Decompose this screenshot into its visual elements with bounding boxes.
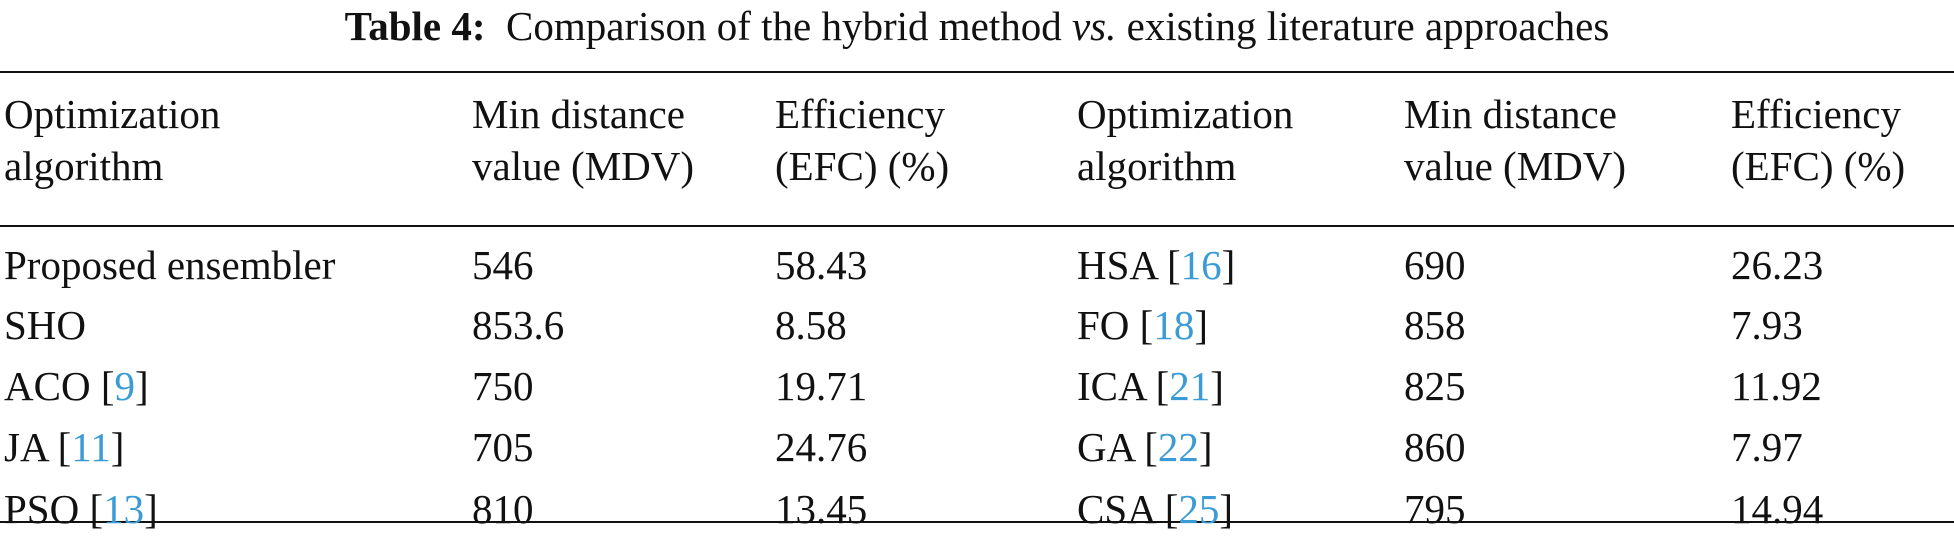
header-rule <box>0 225 1954 227</box>
bottom-rule <box>0 521 1954 523</box>
reference-link[interactable]: 16 <box>1180 242 1222 288</box>
header-min-distance-right: Min distance value (MDV) <box>1404 73 1731 225</box>
mdv-cell: 750 <box>472 363 534 410</box>
header-line: (EFC) (%) <box>775 143 950 189</box>
mdv-cell: 860 <box>1404 424 1466 471</box>
header-line: Min distance <box>1404 91 1617 137</box>
algorithm-name-cell: Proposed ensembler <box>0 225 472 295</box>
table-row: ACO [9] 750 19.71 ICA [21] 825 11.92 <box>0 356 1954 417</box>
reference-link[interactable]: 21 <box>1169 363 1211 410</box>
algorithm-name: FO <box>1077 302 1130 348</box>
algorithm-name: Proposed ensembler <box>4 242 336 288</box>
table-header: Optimization algorithm Min distance valu… <box>0 73 1954 225</box>
mdv-cell: 825 <box>1404 363 1466 410</box>
algorithm-name: SHO <box>4 302 87 348</box>
algorithm-name-cell: HSA [16] <box>1077 242 1236 288</box>
table-row: Proposed ensembler 546 58.43 HSA [16] 69… <box>0 225 1954 295</box>
header-optimization-algorithm-left: Optimization algorithm <box>0 73 472 225</box>
header-optimization-algorithm-right: Optimization algorithm <box>1077 73 1404 225</box>
algorithm-name: CSA <box>1077 485 1155 532</box>
mdv-cell: 546 <box>472 242 534 288</box>
header-row: Optimization algorithm Min distance valu… <box>0 73 1954 225</box>
algorithm-name-cell: SHO <box>0 295 472 356</box>
table-caption: Table 4: Comparison of the hybrid method… <box>0 2 1954 50</box>
algorithm-name: HSA <box>1077 242 1157 288</box>
mdv-cell: 853.6 <box>472 302 565 348</box>
efc-cell: 11.92 <box>1731 363 1822 410</box>
reference-link[interactable]: 11 <box>71 424 111 471</box>
header-efficiency-left: Efficiency (EFC) (%) <box>775 73 1077 225</box>
header-line: Efficiency <box>1731 91 1901 137</box>
efc-cell: 58.43 <box>775 242 868 288</box>
mdv-cell: 858 <box>1404 302 1466 348</box>
algorithm-name: GA <box>1077 424 1134 471</box>
header-line: Optimization <box>1077 91 1294 137</box>
mdv-cell: 705 <box>472 424 534 471</box>
header-line: value (MDV) <box>472 143 695 189</box>
algorithm-name: ICA <box>1077 363 1146 410</box>
efc-cell: 8.58 <box>775 302 847 348</box>
algorithm-name-cell: FO [18] <box>1077 302 1208 348</box>
table-body: Proposed ensembler 546 58.43 HSA [16] 69… <box>0 225 1954 540</box>
reference-link[interactable]: 18 <box>1153 302 1195 348</box>
algorithm-name-cell: ACO [9] <box>4 363 149 410</box>
caption-label: Table 4: <box>344 3 486 49</box>
efc-cell: 7.93 <box>1731 302 1803 348</box>
table-row: SHO 853.6 8.58 FO [18] 858 7.93 <box>0 295 1954 356</box>
algorithm-name-cell: PSO [13] <box>4 485 158 532</box>
efc-cell: 24.76 <box>775 424 868 471</box>
efc-cell: 13.45 <box>775 485 868 532</box>
top-rule <box>0 71 1954 73</box>
efc-cell: 7.97 <box>1731 424 1803 471</box>
algorithm-name-cell: CSA [25] <box>1077 485 1234 532</box>
header-line: Min distance <box>472 91 685 137</box>
algorithm-name: PSO <box>4 485 80 532</box>
comparison-table: Optimization algorithm Min distance valu… <box>0 73 1954 540</box>
efc-cell: 26.23 <box>1731 242 1824 288</box>
algorithm-name-cell: JA [11] <box>4 424 125 471</box>
mdv-cell: 810 <box>472 485 534 532</box>
reference-link[interactable]: 9 <box>114 363 135 410</box>
algorithm-name-cell: ICA [21] <box>1077 363 1224 410</box>
table-row: PSO [13] 810 13.45 CSA [25] 795 14.94 <box>0 479 1954 540</box>
header-min-distance-left: Min distance value (MDV) <box>472 73 775 225</box>
mdv-cell: 690 <box>1404 242 1466 288</box>
reference-link[interactable]: 13 <box>103 485 145 532</box>
algorithm-name: ACO <box>4 363 91 410</box>
reference-link[interactable]: 22 <box>1157 424 1199 471</box>
header-line: algorithm <box>1077 143 1237 189</box>
mdv-cell: 795 <box>1404 485 1466 532</box>
reference-link[interactable]: 25 <box>1178 485 1220 532</box>
table-row: JA [11] 705 24.76 GA [22] 860 7.97 <box>0 417 1954 478</box>
algorithm-name-cell: GA [22] <box>1077 424 1213 471</box>
algorithm-name: JA <box>4 424 48 471</box>
header-efficiency-right: Efficiency (EFC) (%) <box>1731 73 1954 225</box>
header-line: algorithm <box>4 143 164 189</box>
efc-cell: 19.71 <box>775 363 868 410</box>
caption-text-after: existing literature approaches <box>1126 3 1610 49</box>
caption-text-before: Comparison of the hybrid method <box>506 3 1062 49</box>
header-line: (EFC) (%) <box>1731 143 1906 189</box>
header-line: value (MDV) <box>1404 143 1627 189</box>
header-line: Efficiency <box>775 91 945 137</box>
efc-cell: 14.94 <box>1731 485 1824 532</box>
header-line: Optimization <box>4 91 221 137</box>
caption-text-italic: vs. <box>1071 3 1117 49</box>
